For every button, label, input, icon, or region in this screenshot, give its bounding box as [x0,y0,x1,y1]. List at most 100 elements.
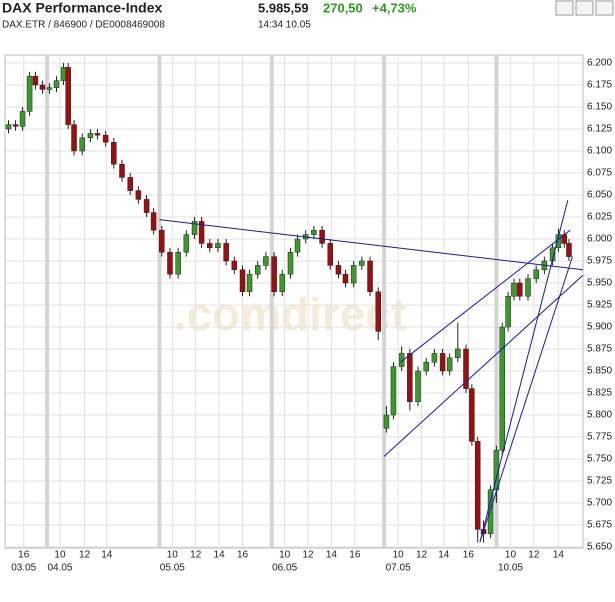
candle-body [246,273,253,293]
y-tick-label: 6.175 [587,80,612,91]
candle-body [335,265,342,275]
x-tick-label: 12 [79,550,91,561]
candle-body [287,251,294,275]
x-tick-label: 16 [349,550,361,561]
trendline [479,256,573,542]
candle-body [39,84,46,90]
title: DAX Performance-Index [2,0,162,16]
candle-body [525,278,531,297]
x-tick-label: 10 [279,550,291,561]
candle-body [183,234,190,253]
y-tick-label: 5.700 [587,498,612,509]
date-label: 06.05 [272,563,297,574]
news-icon[interactable] [575,0,594,16]
price: 5.985,59 [258,0,309,15]
x-tick-label: 14 [101,550,113,561]
candle-body [319,229,325,244]
watermark: .comdirect [174,288,407,340]
candle-body [254,265,261,275]
candle-body [231,260,238,271]
candle-body [150,212,157,231]
x-tick-label: 16 [463,550,475,561]
x-tick-label: 14 [326,550,338,561]
x-tick-label: 16 [18,550,30,561]
candle-body [350,265,357,284]
candle-body [167,251,173,275]
y-tick-label: 5.775 [587,432,612,443]
candle-body [463,348,469,389]
candle-body [469,388,475,442]
candle-body [499,326,506,451]
x-tick-label: 10 [167,550,179,561]
candle-body [294,238,301,253]
candle-body [511,282,517,297]
date-label: 04.05 [47,563,72,574]
plot-frame [4,54,584,549]
candle-body [505,295,511,328]
candle-body [239,269,246,293]
candle-body [32,75,39,86]
candle-body [191,221,198,235]
x-tick-label: 16 [237,550,249,561]
candle-body [375,291,381,332]
candle-body [102,134,109,143]
chart-icon[interactable] [555,0,574,16]
candle-body [65,67,71,125]
change-pct: +4,73% [372,0,417,15]
candle-body [517,282,523,297]
x-tick-label: 14 [553,550,565,561]
candle-body [143,199,150,213]
time: 14:34 10.05 [258,20,311,31]
candle-body [566,243,572,257]
candle-body [390,366,397,416]
candle-body [311,229,317,235]
candle-body [53,80,60,88]
candle-body [46,87,53,90]
y-tick-label: 5.850 [587,366,612,377]
y-tick-label: 6.075 [587,168,612,179]
trendline [479,200,569,542]
candle-body [223,243,229,262]
candle-body [271,256,277,293]
y-tick-label: 5.675 [587,520,612,531]
y-tick-label: 6.100 [587,146,612,157]
candle-body [26,75,33,112]
candle-body [12,124,19,127]
y-tick-label: 5.950 [587,278,612,289]
date-label: 05.05 [160,563,185,574]
candle-body [111,141,117,165]
x-tick-label: 12 [528,550,540,561]
y-tick-label: 5.875 [587,344,612,355]
candle-body [263,256,269,266]
candle-body [383,414,390,429]
candle-body [127,177,133,191]
change: 270,50 [323,0,363,15]
candle-body [5,124,12,130]
candle-body [207,243,213,249]
candle-body [398,353,405,367]
x-tick-label: 10 [54,550,66,561]
settings-icon[interactable] [595,0,614,16]
date-label: 10.05 [498,563,523,574]
candle-body [474,441,481,530]
candle-body [423,361,429,372]
candle-body [342,273,349,284]
candle-body [487,489,494,535]
date-label: 03.05 [11,563,36,574]
candle-body [159,229,165,253]
toolbar[interactable] [555,0,614,16]
candle-body [359,260,365,266]
candle-body [215,243,221,249]
y-tick-label: 6.200 [587,58,612,69]
y-tick-label: 5.825 [587,388,612,399]
y-tick-label: 5.975 [587,256,612,267]
y-tick-label: 6.000 [587,234,612,245]
x-tick-label: 14 [214,550,226,561]
candle-body [60,67,67,81]
y-tick-label: 6.050 [587,190,612,201]
candle-body [19,111,26,127]
candle-body [94,133,101,136]
candle-body [87,133,94,139]
